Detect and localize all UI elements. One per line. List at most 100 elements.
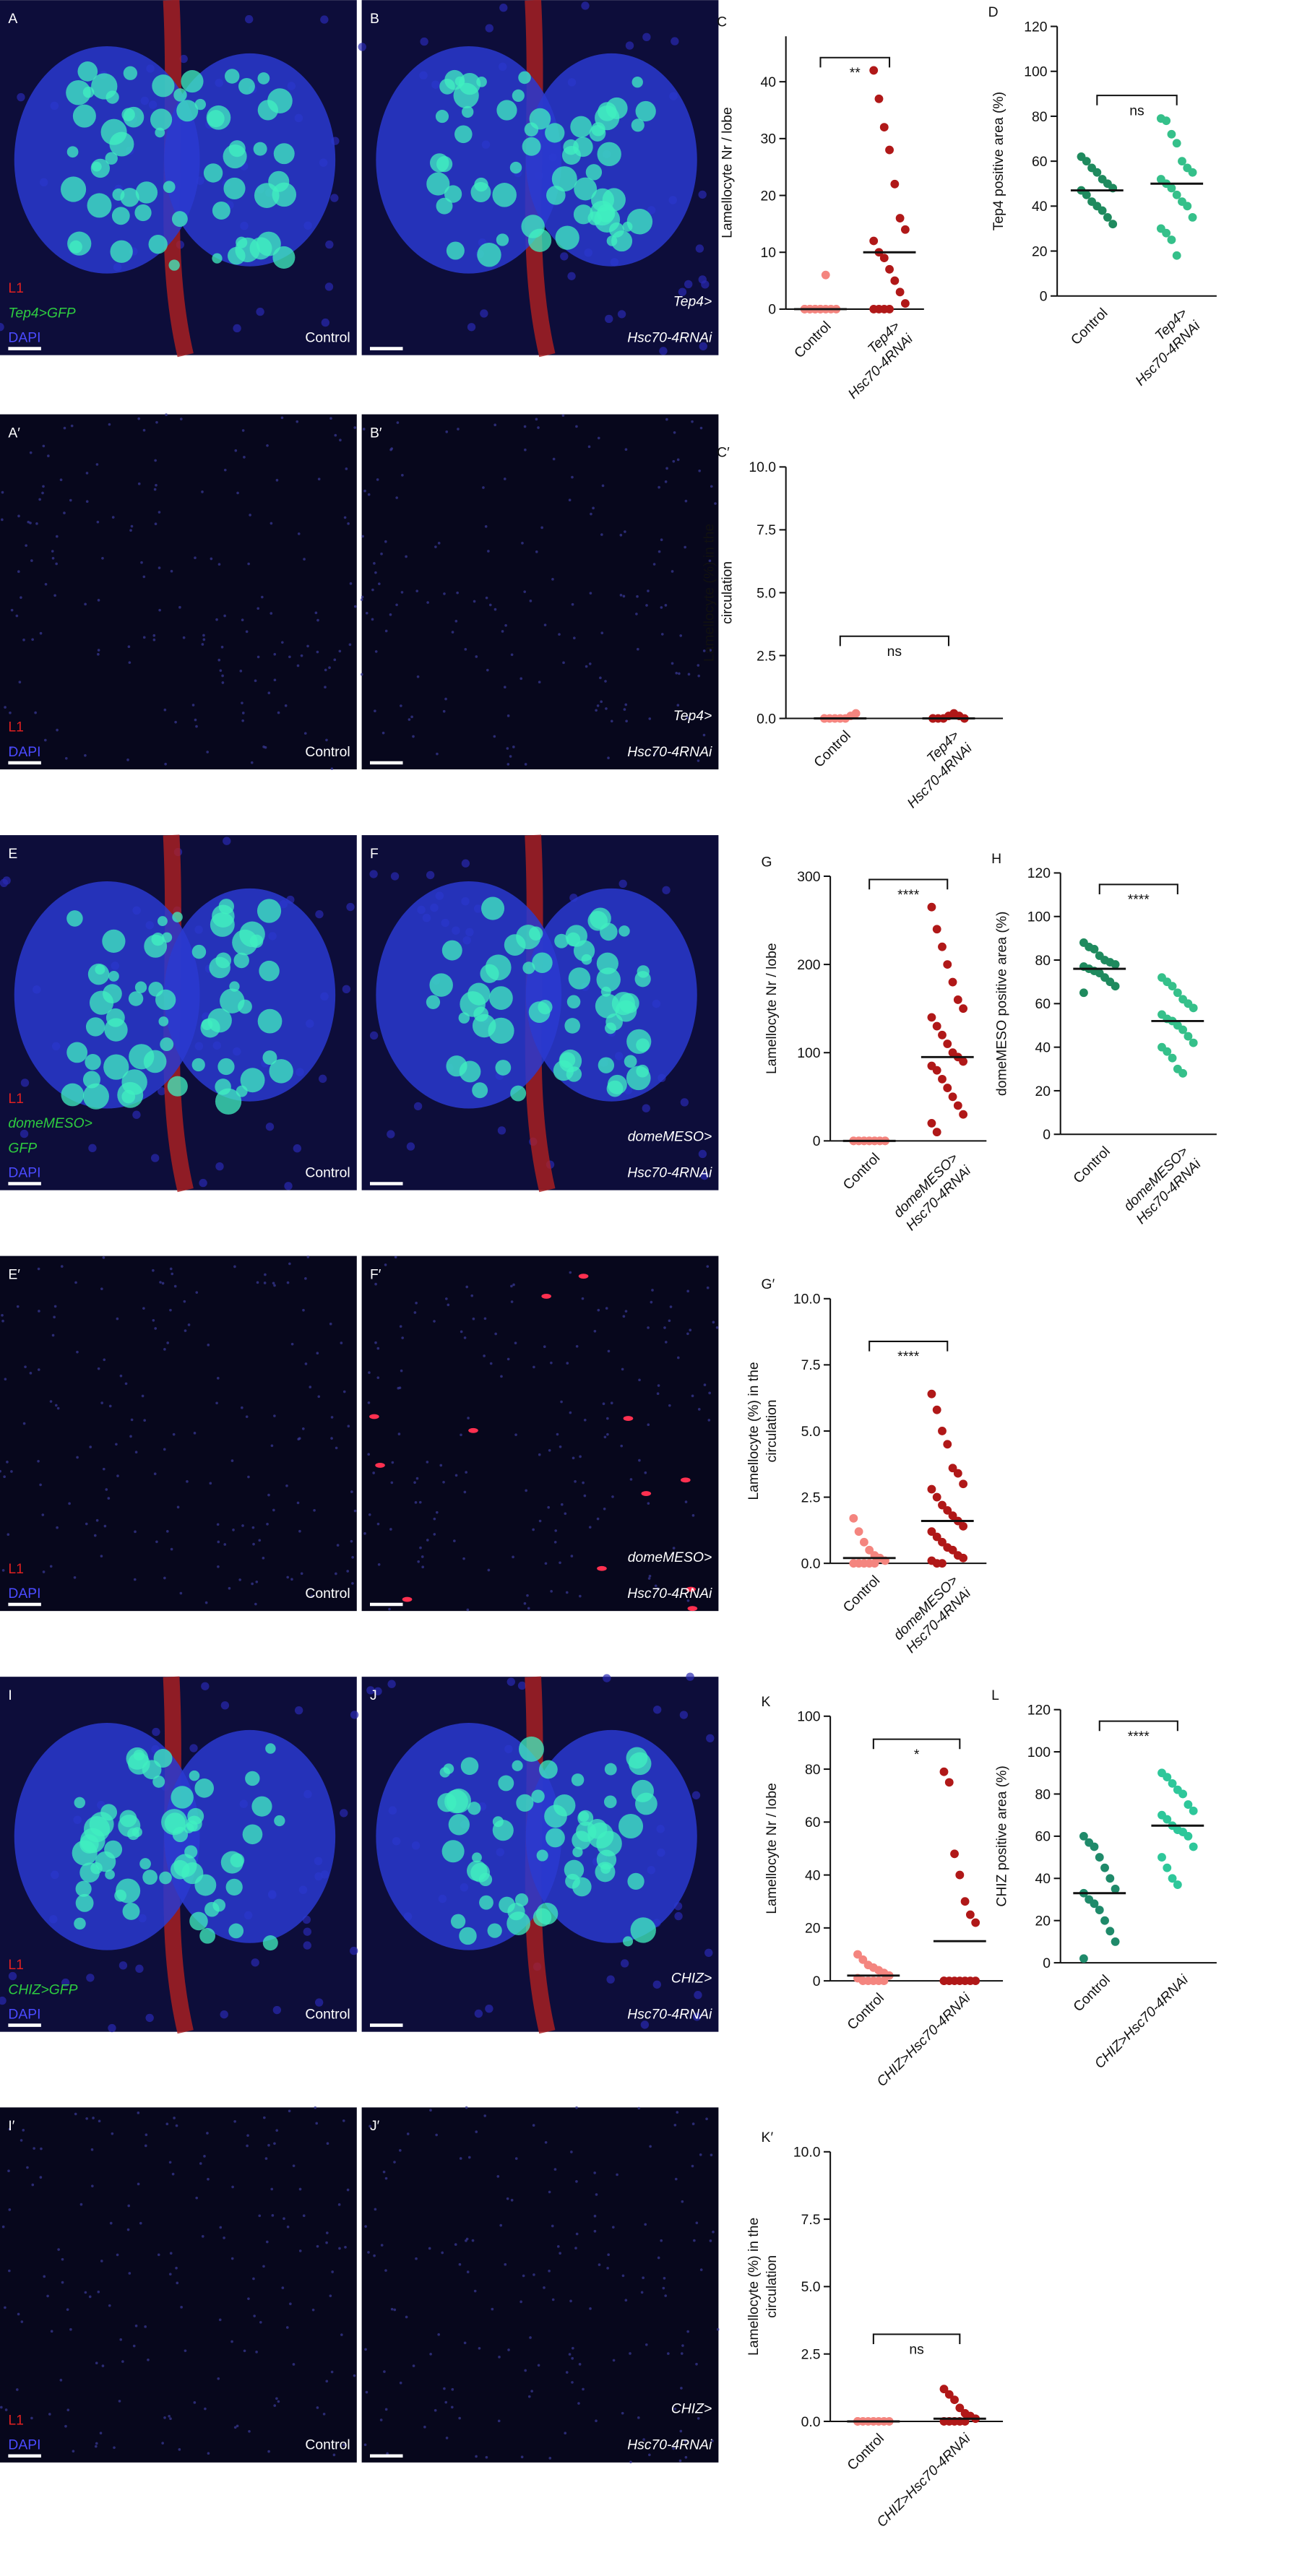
gfp-cell [555, 225, 579, 250]
nucleus [374, 571, 377, 574]
nucleus [342, 2119, 345, 2122]
nucleus [463, 1490, 467, 1494]
nucleus [506, 763, 510, 766]
nucleus [596, 1517, 600, 1521]
nucleus [506, 2197, 509, 2200]
nucleus [463, 2341, 467, 2345]
data-point [948, 1092, 957, 1102]
nucleus [703, 1383, 707, 1386]
nucleus [582, 1481, 585, 1484]
gfp-cell [516, 1794, 534, 1812]
nucleus [599, 676, 602, 680]
nucleus [384, 1263, 387, 1266]
nucleus [400, 591, 404, 594]
nucleus [391, 1461, 395, 1464]
nucleus [56, 1526, 59, 1529]
gfp-cell [565, 925, 587, 947]
nucleus [616, 2173, 618, 2177]
nucleus [29, 451, 33, 454]
nucleus [543, 623, 547, 626]
data-point [943, 1084, 952, 1092]
nucleus [663, 1326, 666, 1329]
data-point [1178, 1789, 1188, 1799]
nucleus [51, 556, 55, 560]
data-point [1172, 251, 1181, 260]
nucleus [510, 1300, 514, 1303]
nucleus [420, 37, 428, 46]
nucleus [300, 1572, 303, 1576]
nucleus [691, 2122, 695, 2125]
nucleus [652, 563, 656, 566]
nucleus [537, 2364, 540, 2367]
nucleus [102, 1467, 105, 1471]
data-point [1098, 206, 1107, 215]
nucleus [263, 2116, 266, 2119]
nucleus [593, 2171, 596, 2174]
nucleus [39, 2176, 43, 2179]
nucleus [53, 594, 56, 597]
nucleus [386, 2452, 389, 2455]
nucleus [530, 2390, 533, 2393]
nucleus [4, 706, 7, 709]
gfp-cell [157, 916, 168, 927]
nucleus [659, 347, 668, 355]
y-tick-label: 0 [768, 302, 776, 318]
nucleus [99, 2432, 103, 2434]
gfp-cell [135, 181, 158, 204]
nucleus [194, 556, 197, 560]
gfp-cell [79, 1862, 100, 1883]
nucleus [367, 493, 371, 496]
y-tick-label: 20 [805, 1921, 821, 1937]
nucleus [473, 2289, 477, 2293]
nucleus [590, 512, 592, 516]
nucleus [493, 608, 497, 611]
y-tick-label: 100 [797, 1709, 820, 1725]
caption: CHIZ> [671, 2401, 712, 2417]
nucleus [673, 2123, 677, 2127]
gfp-cell [105, 152, 118, 165]
nucleus [219, 669, 223, 673]
nucleus [564, 2432, 567, 2435]
gfp-cell [134, 981, 147, 993]
nucleus [118, 2400, 121, 2403]
nucleus [538, 1519, 542, 1523]
lamellocyte [402, 1596, 413, 1602]
nucleus [582, 2387, 585, 2391]
nucleus [691, 1394, 694, 1398]
gfp-cell [574, 177, 598, 201]
lamellocyte [687, 1606, 698, 1612]
nucleus [164, 762, 167, 766]
gfp-cell [66, 1042, 88, 1063]
nucleus [364, 2348, 367, 2351]
panel-letter: E′ [8, 1266, 20, 1282]
data-point [944, 1778, 954, 1787]
nucleus [583, 1418, 587, 1422]
nucleus [264, 1273, 267, 1276]
nucleus [316, 1352, 319, 1355]
nucleus [329, 1322, 332, 1326]
lamellocyte [541, 1294, 551, 1299]
data-point [938, 1500, 947, 1510]
nucleus [665, 418, 668, 421]
nucleus [535, 418, 538, 421]
nucleus [22, 2129, 25, 2132]
nucleus [458, 2416, 461, 2420]
data-point [1105, 1927, 1115, 1936]
nucleus [241, 719, 244, 722]
nucleus [708, 1391, 711, 1395]
nucleus [239, 670, 243, 673]
nucleus [506, 1357, 510, 1361]
gfp-cell [212, 904, 235, 928]
gfp-cell [487, 1923, 502, 1938]
gfp-cell [61, 1083, 85, 1107]
nucleus [699, 342, 707, 351]
nucleus [706, 1265, 710, 1268]
gfp-cell [225, 1878, 243, 1896]
nucleus [319, 748, 322, 751]
nucleus [51, 1334, 55, 1337]
nucleus [1, 1569, 5, 1572]
nucleus [194, 718, 197, 722]
gfp-cell [571, 1773, 585, 1786]
